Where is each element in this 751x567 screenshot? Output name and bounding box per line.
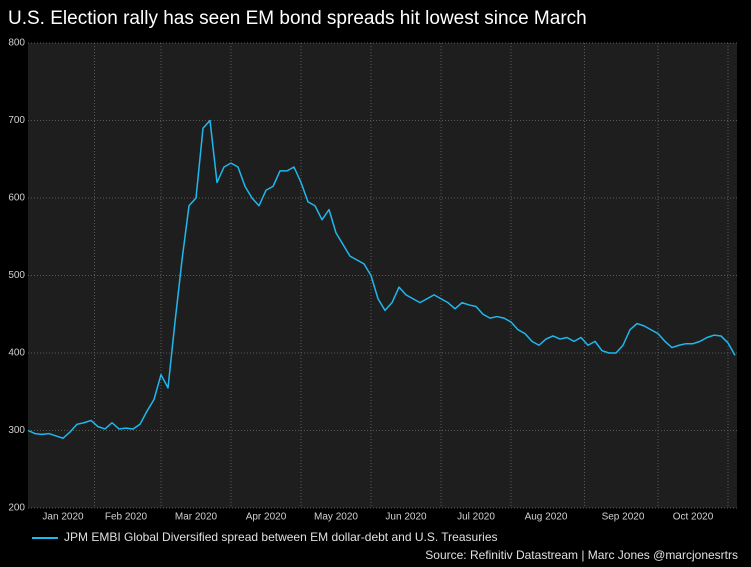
legend-label: JPM EMBI Global Diversified spread betwe…: [64, 530, 498, 544]
y-tick-label: 600: [8, 193, 25, 204]
y-tick-label: 300: [8, 425, 25, 436]
x-tick-label: May 2020: [314, 512, 358, 523]
x-tick-label: Sep 2020: [602, 512, 645, 523]
x-tick-label: Mar 2020: [175, 512, 218, 523]
chart-title: U.S. Election rally has seen EM bond spr…: [8, 8, 587, 29]
x-tick-label: Aug 2020: [525, 512, 568, 523]
grid: [28, 42, 737, 509]
x-tick-label: Apr 2020: [246, 512, 287, 523]
x-tick-label: Jun 2020: [385, 512, 427, 523]
y-tick-label: 400: [8, 348, 25, 359]
series-line: [27, 119, 736, 439]
x-tick-label: Oct 2020: [673, 512, 714, 523]
marks: [27, 119, 736, 439]
y-tick-label: 200: [8, 503, 25, 514]
y-tick-label: 500: [8, 270, 25, 281]
x-tick-label: Feb 2020: [105, 512, 148, 523]
source-note: Source: Refinitiv Datastream | Marc Jone…: [425, 548, 738, 562]
x-tick-label: Jul 2020: [457, 512, 495, 523]
x-tick-label: Jan 2020: [42, 512, 84, 523]
y-tick-label: 800: [8, 38, 25, 49]
y-tick-label: 700: [8, 115, 25, 126]
